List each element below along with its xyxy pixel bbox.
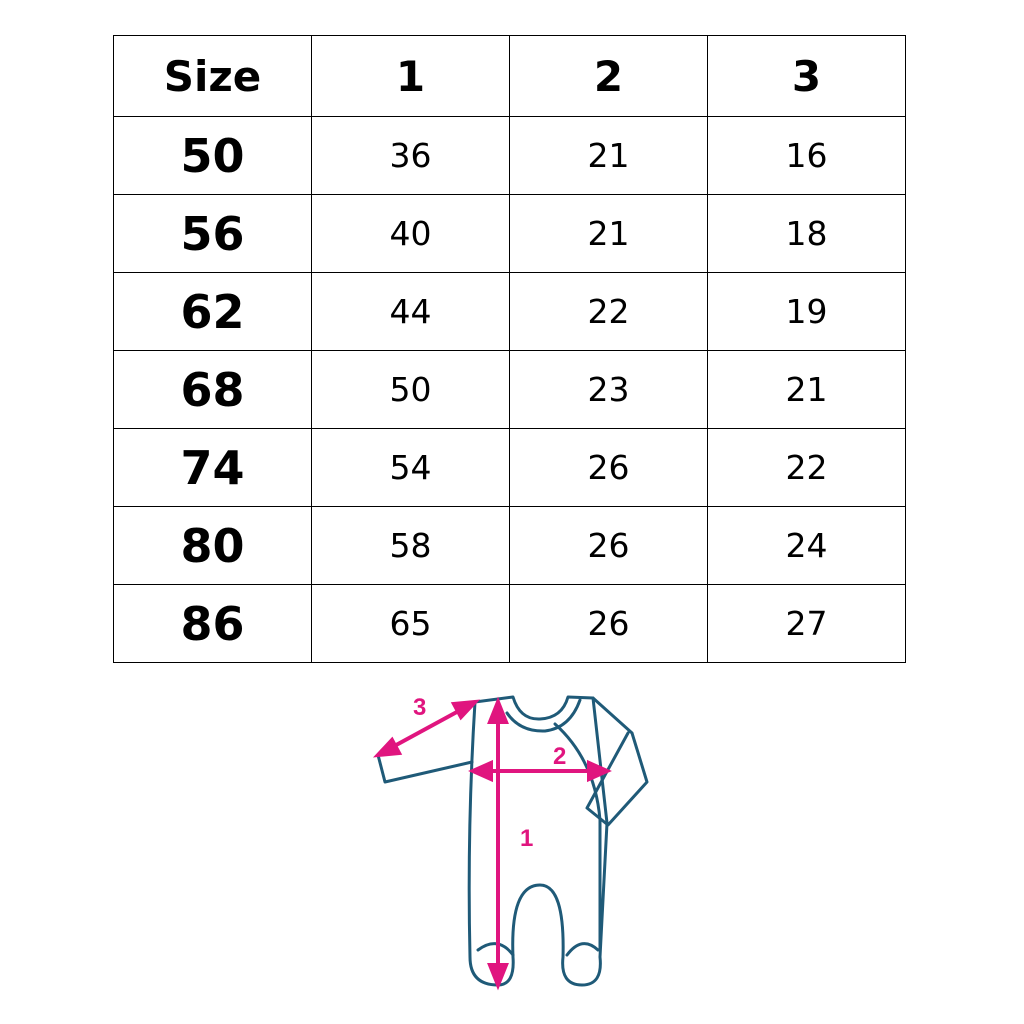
arrow-head <box>450 699 481 721</box>
arrow-head <box>487 963 509 991</box>
table-row: 62 44 22 19 <box>113 272 906 351</box>
measure-2-cell: 26 <box>509 428 708 507</box>
arrow-sleeve <box>386 705 467 752</box>
measure-3-cell: 18 <box>707 194 906 273</box>
size-cell: 68 <box>113 350 312 429</box>
arrow-head <box>468 759 493 783</box>
size-cell: 86 <box>113 584 312 663</box>
measure-1-cell: 44 <box>311 272 510 351</box>
measure-1-cell: 40 <box>311 194 510 273</box>
label-sleeve: 3 <box>413 694 426 721</box>
measure-3-cell: 19 <box>707 272 906 351</box>
table-row: 50 36 21 16 <box>113 116 906 195</box>
measure-1-cell: 58 <box>311 506 510 585</box>
table-row: 68 50 23 21 <box>113 350 906 429</box>
arrow-head <box>487 696 509 724</box>
size-cell: 56 <box>113 194 312 273</box>
measure-3-cell: 22 <box>707 428 906 507</box>
header-2: 2 <box>509 35 708 117</box>
table-row: 86 65 26 27 <box>113 584 906 663</box>
header-1: 1 <box>311 35 510 117</box>
arrow-head <box>372 736 403 758</box>
measure-1-cell: 54 <box>311 428 510 507</box>
measure-1-cell: 36 <box>311 116 510 195</box>
table-row: 80 58 26 24 <box>113 506 906 585</box>
table-row: 56 40 21 18 <box>113 194 906 273</box>
table-row: 74 54 26 22 <box>113 428 906 507</box>
label-chest: 2 <box>553 743 566 770</box>
bodysuit-outline <box>376 695 649 987</box>
measure-1-cell: 50 <box>311 350 510 429</box>
measure-3-cell: 21 <box>707 350 906 429</box>
measure-3-cell: 27 <box>707 584 906 663</box>
size-cell: 74 <box>113 428 312 507</box>
measure-3-cell: 24 <box>707 506 906 585</box>
arrow-head <box>587 759 612 783</box>
size-cell: 62 <box>113 272 312 351</box>
measure-2-cell: 26 <box>509 506 708 585</box>
size-cell: 80 <box>113 506 312 585</box>
label-length: 1 <box>520 825 533 852</box>
measure-3-cell: 16 <box>707 116 906 195</box>
size-table: Size 1 2 3 50 36 21 16 56 40 21 18 62 44 22 19 68 50 2… <box>113 35 906 663</box>
measure-arrows <box>372 696 612 991</box>
header-size: Size <box>113 35 312 117</box>
measure-2-cell: 21 <box>509 194 708 273</box>
